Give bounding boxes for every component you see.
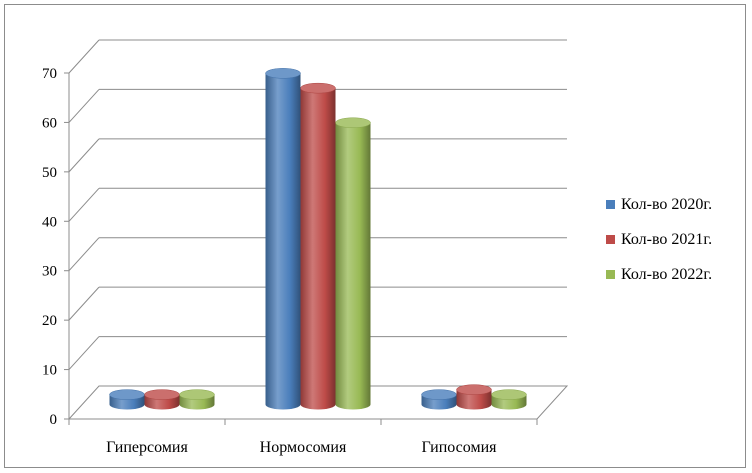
bar-Гиперсомия-2 xyxy=(179,389,215,410)
bar-Гипосомия-0 xyxy=(421,389,457,410)
bar-top xyxy=(109,389,145,400)
bar-body xyxy=(335,122,371,410)
bar-Нормосомия-1 xyxy=(300,82,336,410)
bar-Нормосомия-0 xyxy=(265,68,301,410)
bar-body xyxy=(456,389,492,410)
x-category-label: Гиперсомия xyxy=(106,439,188,456)
gridline-depth xyxy=(68,39,100,74)
y-tick-label: 30 xyxy=(42,264,57,280)
bar-top xyxy=(179,389,215,400)
gridline-depth xyxy=(68,187,100,222)
y-tick-label: 10 xyxy=(42,363,57,379)
gridline-depth xyxy=(68,336,100,370)
bar-Нормосомия-2 xyxy=(335,117,371,410)
chart-frame: 0 10 20 30 40 50 60 70 Гиперсомия Нормосомия Гипо… xyxy=(4,4,746,468)
bar-top xyxy=(144,389,180,400)
legend-label: Кол-во 2020г. xyxy=(621,196,712,213)
gridline-depth xyxy=(68,237,100,272)
bar-chart: 0 10 20 30 40 50 60 70 Гиперсомия Нормосомия Гипо… xyxy=(42,39,712,456)
bar-top xyxy=(421,389,457,400)
y-tick-label: 70 xyxy=(42,66,57,82)
gridline-depth xyxy=(68,286,100,321)
legend-label: Кол-во 2022г. xyxy=(621,266,712,283)
bar-Гиперсомия-0 xyxy=(109,389,145,410)
x-category-label: Нормосомия xyxy=(260,439,347,456)
gridline-depth xyxy=(68,89,100,123)
bar-body xyxy=(300,88,336,410)
x-category-label: Гипосомия xyxy=(421,439,497,456)
bar-top xyxy=(335,117,371,129)
y-tick-label: 50 xyxy=(42,165,57,181)
bar-body xyxy=(265,73,301,410)
bar-top xyxy=(265,68,301,79)
y-tick-label: 60 xyxy=(42,115,57,131)
gridline-depth xyxy=(68,138,100,173)
bar-top xyxy=(456,384,492,395)
legend-swatch xyxy=(606,270,615,279)
bar-Гиперсомия-1 xyxy=(144,389,180,410)
legend-swatch xyxy=(606,200,615,209)
y-tick-label: 40 xyxy=(42,214,57,230)
bar-top xyxy=(491,389,527,400)
bar-Гипосомия-1 xyxy=(456,384,492,410)
legend-swatch xyxy=(606,235,615,244)
bar-top xyxy=(300,82,336,94)
bar-Гипосомия-2 xyxy=(491,389,527,410)
y-tick-label: 0 xyxy=(50,412,58,428)
legend-label: Кол-во 2021г. xyxy=(621,231,712,248)
y-tick-label: 20 xyxy=(42,313,57,329)
